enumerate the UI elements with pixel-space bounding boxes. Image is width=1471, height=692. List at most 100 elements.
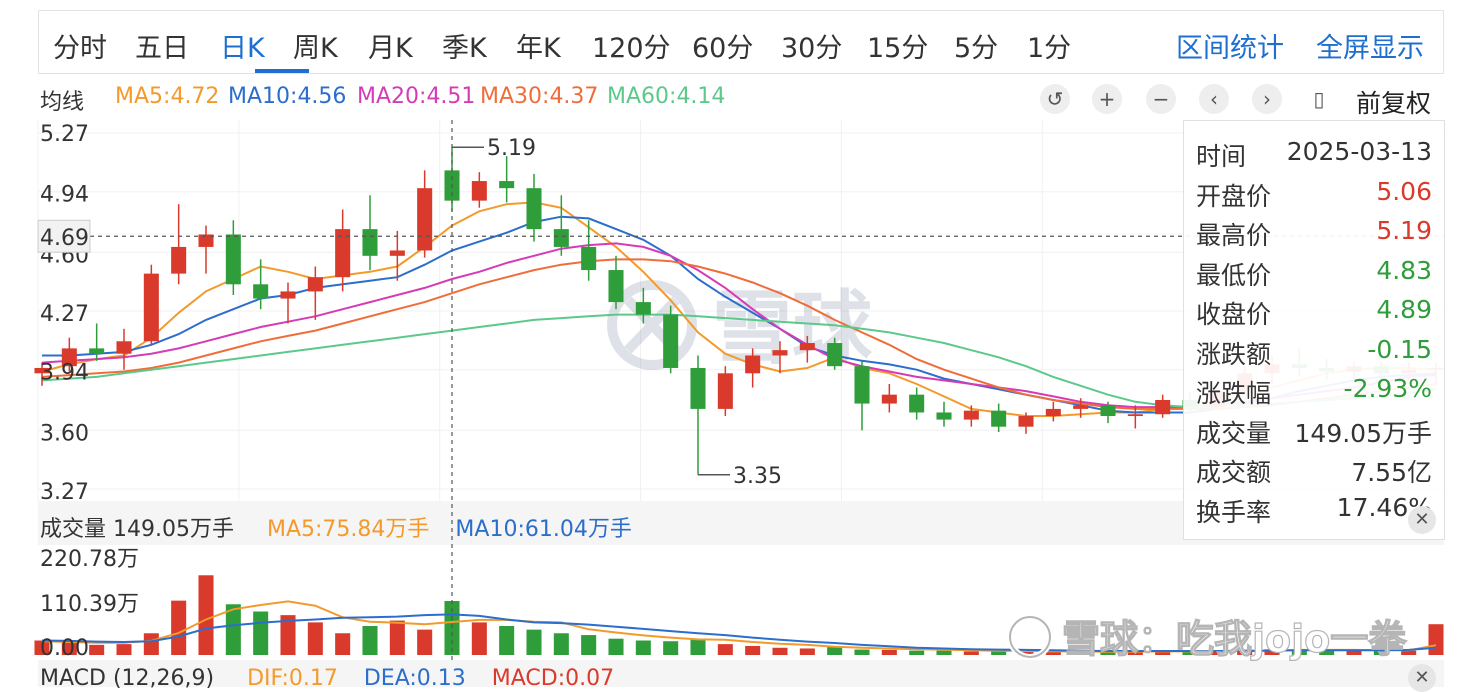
candle-body xyxy=(991,410,1007,427)
candle-body xyxy=(362,229,378,256)
chevron-right-icon[interactable]: › xyxy=(1252,84,1282,114)
volume-bar xyxy=(1100,651,1116,655)
volume-bar xyxy=(745,645,761,655)
tab-12[interactable]: 1分 xyxy=(1027,33,1072,64)
candle-body xyxy=(854,366,870,404)
tab-7[interactable]: 120分 xyxy=(592,33,671,64)
volume-legend-item-1: MA10:61.04万手 xyxy=(455,517,632,542)
volume-bar xyxy=(881,649,897,655)
candle-icon[interactable]: ▯ xyxy=(1313,87,1325,111)
volume-bar xyxy=(198,575,214,655)
candle-body xyxy=(1045,408,1061,417)
ma-legend-label: 均线 xyxy=(40,90,85,115)
tab-5[interactable]: 季K xyxy=(442,33,487,64)
candle-body xyxy=(663,314,679,368)
tooltip-label: 时间 xyxy=(1196,142,1247,171)
volume-bar xyxy=(280,615,296,655)
volume-bar xyxy=(581,635,597,655)
tooltip-label: 涨跌额 xyxy=(1196,339,1272,369)
tooltip-label: 换手率 xyxy=(1196,497,1272,527)
tooltip-label: 开盘价 xyxy=(1196,181,1272,211)
volume-legend: 成交量 149.05万手 MA5:75.84万手 MA10:61.04万手 xyxy=(40,511,632,543)
volume-y-tick-label: 110.39万 xyxy=(40,592,139,617)
max-label: 5.19 xyxy=(487,136,536,161)
macd-close-icon[interactable]: ✕ xyxy=(1408,664,1436,692)
macd-header-band xyxy=(38,660,1444,687)
candle-body xyxy=(1100,405,1116,417)
volume-bar xyxy=(1401,650,1417,655)
candle-body xyxy=(526,188,542,230)
tooltip-row: 成交量 149.05万手 xyxy=(1196,414,1432,450)
ma-legend-item-1: MA10:4.56 xyxy=(228,84,347,109)
tab-0[interactable]: 分时 xyxy=(53,33,107,64)
volume-bar xyxy=(1182,650,1198,655)
candle-body xyxy=(690,367,706,409)
candle-body xyxy=(89,348,105,354)
candle-body xyxy=(389,250,405,256)
volume-bar xyxy=(417,629,433,655)
tooltip-label: 收盘价 xyxy=(1196,300,1272,329)
tooltip-row: 开盘价 5.06 xyxy=(1196,177,1432,213)
volume-bar xyxy=(1346,650,1362,655)
tooltip-value: 5.06 xyxy=(1376,176,1432,206)
candle-body xyxy=(581,246,597,271)
chevron-left-icon[interactable]: ‹ xyxy=(1199,84,1229,114)
tab-10[interactable]: 15分 xyxy=(867,33,929,64)
tooltip-label: 涨跌幅 xyxy=(1196,379,1272,408)
candle-body xyxy=(417,188,433,251)
volume-bar xyxy=(116,644,132,655)
candle-body xyxy=(34,367,50,374)
volume-bar xyxy=(307,622,323,655)
candle-body xyxy=(1073,405,1089,409)
tab-3[interactable]: 周K xyxy=(293,33,338,64)
candle-body xyxy=(1127,414,1143,417)
tab-4[interactable]: 月K xyxy=(368,33,413,64)
volume-bar xyxy=(171,600,187,655)
candle-body xyxy=(143,273,159,342)
volume-bar xyxy=(690,638,706,655)
volume-bar xyxy=(553,633,569,655)
min-label: 3.35 xyxy=(733,464,782,489)
volume-bar xyxy=(1264,649,1280,655)
volume-y-tick-label: 220.78万 xyxy=(40,547,139,572)
tooltip-row: 涨跌幅 -2.93% xyxy=(1196,374,1432,410)
undo-icon[interactable]: ↺ xyxy=(1040,84,1070,114)
y-tick-label: 5.27 xyxy=(40,122,89,147)
volume-legend-label: 成交量 149.05万手 xyxy=(40,517,234,542)
candle-body xyxy=(198,234,214,247)
candle-body xyxy=(936,412,952,420)
tab-8[interactable]: 60分 xyxy=(692,33,754,64)
range-stats-link[interactable]: 区间统计 xyxy=(1176,33,1284,64)
tab-1[interactable]: 五日 xyxy=(135,33,189,64)
ma-legend-item-0: MA5:4.72 xyxy=(115,84,220,109)
tooltip-row: 成交额 7.55亿 xyxy=(1196,453,1432,489)
tooltip-close-icon[interactable]: ✕ xyxy=(1408,506,1436,534)
volume-bar xyxy=(1209,651,1225,655)
macd-legend-label: MACD (12,26,9) xyxy=(40,666,215,691)
plus-icon[interactable]: + xyxy=(1092,84,1122,114)
minus-icon[interactable]: − xyxy=(1146,84,1176,114)
candle-body xyxy=(881,394,897,404)
y-tick-label: 3.60 xyxy=(40,421,89,446)
tab-6[interactable]: 年K xyxy=(516,33,561,64)
fullscreen-link[interactable]: 全屏显示 xyxy=(1316,33,1424,64)
y-tick-label: 3.27 xyxy=(40,480,89,505)
candle-body xyxy=(116,341,132,354)
tooltip-row: 时间 2025-03-13 xyxy=(1196,137,1432,173)
volume-bar xyxy=(1373,651,1389,655)
volume-bar xyxy=(963,651,979,655)
volume-bar xyxy=(389,620,405,655)
tooltip-label: 成交额 xyxy=(1196,458,1272,487)
tooltip-value: -0.15 xyxy=(1367,334,1432,364)
volume-bar xyxy=(1291,649,1307,655)
tab-9[interactable]: 30分 xyxy=(781,33,843,64)
tooltip-label: 最低价 xyxy=(1196,260,1272,290)
fuquan-selector[interactable]: 前复权 xyxy=(1356,89,1432,118)
volume-bar xyxy=(608,638,624,655)
volume-bar xyxy=(471,622,487,655)
volume-bar xyxy=(1073,652,1089,655)
tab-2[interactable]: 日K xyxy=(220,33,265,64)
volume-y-tick-label: 0.00 xyxy=(40,636,89,661)
volume-bar xyxy=(799,648,815,655)
tab-11[interactable]: 5分 xyxy=(954,33,999,64)
